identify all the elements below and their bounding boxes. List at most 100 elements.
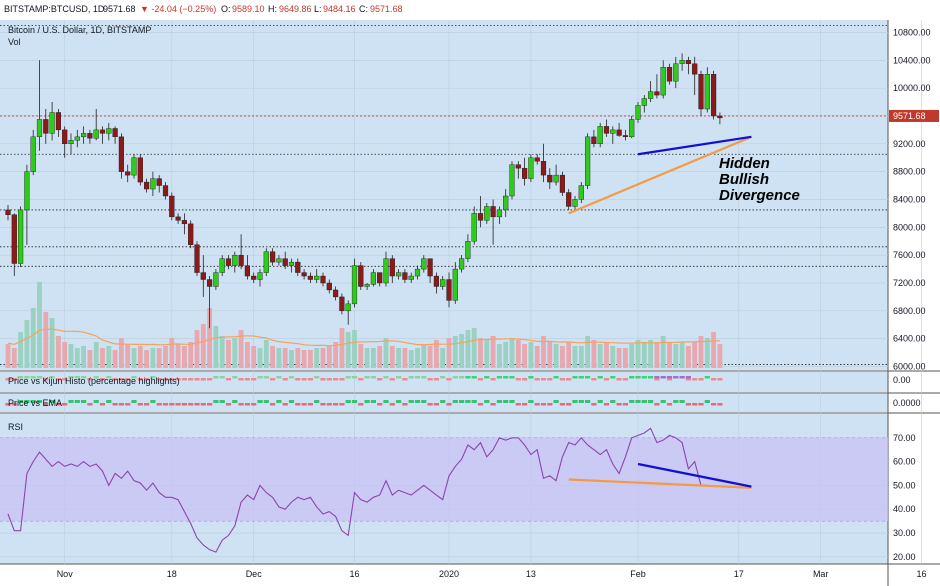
ema-histogram-bar — [641, 400, 647, 403]
ema-histogram-bar — [534, 403, 540, 406]
volume-bar — [314, 348, 320, 368]
volume-bar — [402, 348, 408, 368]
kijun-histogram-bar — [49, 376, 55, 379]
price-axis-tick: 10800.00 — [893, 27, 931, 37]
ema-histogram-bar — [616, 403, 622, 406]
candle-body — [654, 91, 660, 96]
ema-histogram-bar — [125, 403, 131, 406]
candle-body — [465, 241, 471, 259]
volume-bar — [326, 346, 332, 368]
volume-bar — [667, 342, 672, 368]
candle-body — [5, 209, 11, 215]
candle-body — [484, 206, 490, 221]
ema-histogram-bar — [194, 403, 200, 406]
rsi-axis-tick: 50.00 — [893, 480, 916, 490]
kijun-histogram-bar — [307, 378, 313, 381]
kijun-histogram-bar — [156, 378, 162, 381]
volume-bar — [5, 344, 11, 368]
price-axis[interactable] — [888, 20, 940, 586]
volume-bar — [68, 344, 74, 368]
candle-body — [704, 73, 710, 110]
kijun-histogram-bar — [528, 376, 534, 379]
candle-body — [692, 63, 698, 75]
ema-histogram-bar — [528, 400, 534, 403]
ema-histogram-bar — [213, 400, 219, 403]
price-axis-tick: 6000.00 — [893, 362, 926, 372]
candle-body — [36, 119, 43, 138]
kijun-histogram-bar — [597, 376, 603, 379]
candle-body — [18, 209, 24, 264]
ema-histogram-bar — [118, 403, 124, 406]
volume-bar — [49, 318, 55, 368]
candle-body — [408, 275, 414, 280]
ema-histogram-bar — [622, 403, 628, 406]
kijun-histogram-bar — [207, 378, 213, 381]
volume-bar — [62, 342, 68, 368]
candle-body — [641, 98, 647, 106]
candle-body — [698, 73, 704, 110]
kijun-histogram-bar — [591, 378, 597, 381]
kijun-histogram-bar — [288, 376, 295, 379]
volume-bar — [509, 338, 515, 368]
ema-histogram-bar — [295, 403, 301, 406]
price-axis-tick: 9200.00 — [893, 139, 926, 149]
volume-bar — [112, 350, 118, 368]
kijun-histogram-bar — [522, 378, 528, 381]
price-axis-tick: 8000.00 — [893, 222, 926, 232]
candle-body — [547, 174, 553, 183]
kijun-histogram-bar — [351, 376, 358, 379]
ema-histogram-bar — [99, 403, 106, 406]
time-axis[interactable] — [0, 564, 888, 586]
kijun-histogram-bar — [11, 378, 17, 381]
volume-bar — [257, 348, 263, 368]
candle-body — [68, 140, 74, 145]
header-c-label: C: — [359, 4, 368, 14]
volume-bar — [578, 346, 584, 368]
ema-histogram-bar — [673, 400, 679, 403]
candle-body — [307, 275, 314, 280]
kijun-histogram-bar — [572, 376, 578, 379]
header-symbol: BITSTAMP:BTCUSD, 1D — [4, 4, 105, 14]
candle-body — [421, 258, 427, 270]
volume-bar — [654, 342, 660, 368]
volume-bar — [169, 338, 175, 368]
rsi-axis-tick: 40.00 — [893, 504, 916, 514]
kijun-histogram-bar — [534, 378, 540, 381]
ema-histogram-bar — [704, 400, 710, 403]
rsi-line-group — [7, 427, 708, 553]
volume-bar — [175, 344, 181, 368]
volume-bar — [11, 348, 17, 368]
time-axis-tick: 18 — [167, 569, 177, 579]
ema-histogram-bar — [591, 403, 597, 406]
kijun-histogram-bar — [333, 378, 339, 381]
kijun-histogram-bar — [24, 376, 30, 379]
volume-bar — [591, 340, 597, 368]
kijun-histogram-bar — [408, 376, 414, 379]
time-axis-tick: 16 — [349, 569, 359, 579]
ema-histogram-bar — [364, 400, 370, 403]
candle-body — [377, 272, 383, 284]
rsi-line — [7, 427, 708, 553]
kijun-histogram-bar — [484, 376, 490, 379]
ema-histogram-bar — [62, 403, 68, 406]
kijun-histogram-bar — [93, 376, 99, 379]
ema-histogram-bar — [232, 400, 238, 403]
ema-histogram-bar — [131, 400, 137, 403]
kijun-histogram-bar — [717, 378, 723, 381]
kijun-histogram-bar — [18, 376, 24, 379]
volume-bar — [673, 344, 679, 368]
volume-bar — [427, 346, 433, 368]
candle-body — [603, 126, 610, 134]
candle-body — [389, 258, 395, 277]
ema-histogram-bar — [547, 403, 553, 406]
ema-histogram-bar — [49, 400, 55, 403]
volume-bar — [219, 336, 225, 368]
candle-body — [679, 60, 685, 64]
volume-bars — [5, 282, 723, 368]
ema-histogram-bar — [351, 400, 358, 403]
kijun-histogram-bar — [43, 378, 49, 381]
price-pane[interactable] — [0, 20, 888, 370]
candle-body — [515, 164, 521, 169]
kijun-histogram-bar — [503, 376, 509, 379]
